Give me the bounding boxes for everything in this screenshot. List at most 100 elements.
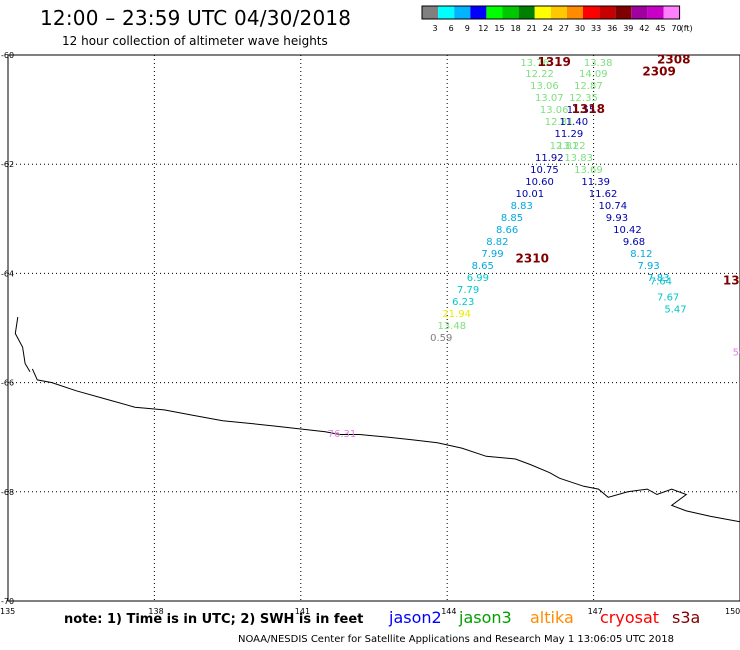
wave-height-label: 10.75	[530, 165, 559, 176]
wave-height-label: 10.60	[525, 177, 554, 188]
footer-credit: NOAA/NESDIS Center for Satellite Applica…	[238, 634, 674, 645]
pass-time-label: 2310	[516, 251, 549, 265]
wave-height-label: 13.06	[540, 105, 569, 116]
pass-time-label: 1319	[537, 55, 570, 69]
colorbar-swatch	[518, 6, 535, 19]
colorbar-swatch	[647, 6, 664, 19]
colorbar-label: 24	[543, 24, 553, 33]
colorbar-label: 42	[639, 24, 649, 33]
wave-height-label: 11.29	[555, 129, 584, 140]
wave-height-label: 13.48	[437, 321, 466, 332]
colorbar-swatch	[583, 6, 600, 19]
legend-altika: altika	[530, 608, 574, 627]
colorbar-label: 3	[433, 24, 438, 33]
wave-height-label: 12.81	[550, 141, 579, 152]
lon-tick-label: 144	[441, 607, 456, 616]
wave-height-label: 10.01	[516, 189, 545, 200]
lon-tick-label: 141	[295, 607, 310, 616]
coastline-main	[31, 368, 740, 523]
colorbar-label: 21	[527, 24, 537, 33]
colorbar-swatch	[422, 6, 439, 19]
wave-height-label: 13.38	[584, 58, 613, 69]
page-title: 12:00 – 23:59 UTC 04/30/2018	[40, 6, 352, 30]
wave-height-label: 6.99	[467, 273, 489, 284]
lat-tick-label: -60	[1, 51, 14, 60]
colorbar-swatch	[663, 6, 680, 19]
note-text: note: 1) Time is in UTC; 2) SWH is in fe…	[64, 612, 364, 627]
wave-height-label: 8.83	[511, 201, 533, 212]
wave-height-label: 7.79	[457, 285, 479, 296]
colorbar-swatch	[631, 6, 648, 19]
colorbar-label: 30	[575, 24, 585, 33]
wave-height-label: 10.74	[598, 201, 627, 212]
wave-height-label: 8.82	[486, 237, 508, 248]
wave-height-label: 11.62	[589, 189, 618, 200]
wave-height-label: 13.06	[530, 81, 559, 92]
colorbar-swatch	[454, 6, 471, 19]
legend-jason3: jason3	[459, 608, 512, 627]
coastline-west	[14, 317, 31, 372]
pass-time-label: 1318	[572, 102, 605, 116]
wave-height-label: 7.99	[481, 249, 503, 260]
legend-jason2: jason2	[389, 608, 442, 627]
wave-height-label: 14.09	[579, 69, 608, 80]
lon-tick-label: 138	[148, 607, 163, 616]
pass-time-label: 131	[723, 273, 740, 287]
wave-height-label: 12.81	[545, 117, 574, 128]
wave-height-label: 21.94	[442, 309, 471, 320]
wave-height-label: 9.68	[623, 237, 645, 248]
colorbar-label: 15	[494, 24, 504, 33]
colorbar-swatch	[599, 6, 616, 19]
colorbar-label: 12	[478, 24, 488, 33]
lon-tick-label: 147	[588, 607, 603, 616]
wave-height-label: 8.66	[496, 225, 518, 236]
lat-tick-label: -68	[1, 488, 14, 497]
wave-height-label: 11.40	[559, 117, 588, 128]
wave-height-label: 56	[733, 347, 740, 358]
colorbar-label: 33	[591, 24, 601, 33]
pass-time-label: 2308	[657, 53, 690, 67]
wave-height-label: 13.83	[564, 153, 593, 164]
legend-s3a: s3a	[672, 608, 701, 627]
lat-tick-label: -62	[1, 160, 14, 169]
wave-height-label: 76.31	[328, 429, 357, 440]
wave-height-label: 9.93	[606, 213, 628, 224]
colorbar-label: 6	[449, 24, 454, 33]
wave-height-label: 13.76	[520, 58, 549, 69]
map-frame	[7, 54, 740, 602]
colorbar-legend: 3 6 9 12 15 18 21 24 27 30 33 36 39 42 45 70(ft)	[421, 5, 693, 33]
wave-height-label: 11.55	[567, 105, 596, 116]
wave-height-label: 13.07	[535, 93, 564, 104]
wave-height-label: 13.22	[557, 141, 586, 152]
colorbar-label: 9	[465, 24, 470, 33]
wave-height-label: 12.35	[569, 93, 598, 104]
colorbar-swatch	[470, 6, 487, 19]
wave-height-label: 8.85	[501, 213, 523, 224]
lat-lon-grid	[8, 55, 740, 601]
lat-tick-label: -70	[1, 597, 14, 606]
page-subtitle: 12 hour collection of altimeter wave hei…	[62, 34, 328, 48]
wave-height-label: 12.87	[574, 81, 603, 92]
wave-height-label: 7.67	[657, 293, 679, 304]
colorbar-label: 70	[672, 24, 682, 33]
colorbar-label: 39	[623, 24, 633, 33]
colorbar-border	[421, 5, 681, 20]
legend-cryosat: cryosat	[600, 608, 660, 627]
lon-tick-label: 150	[725, 607, 740, 616]
wave-height-label: 8.12	[630, 249, 652, 260]
coastline	[14, 317, 740, 523]
wave-height-label: 7.93	[638, 261, 660, 272]
wave-height-label: 7.64	[650, 276, 672, 287]
colorbar-swatch	[486, 6, 503, 19]
wave-height-label: 11.92	[535, 153, 564, 164]
colorbar-swatch	[550, 6, 567, 19]
wave-height-label: 8.65	[472, 261, 494, 272]
lat-tick-label: -66	[1, 379, 14, 388]
colorbar-swatch	[438, 6, 455, 19]
wave-height-labels: 13.7612.2213.0613.0713.0612.8112.8111.92…	[328, 58, 740, 440]
wave-height-label: 7.83	[647, 273, 669, 284]
